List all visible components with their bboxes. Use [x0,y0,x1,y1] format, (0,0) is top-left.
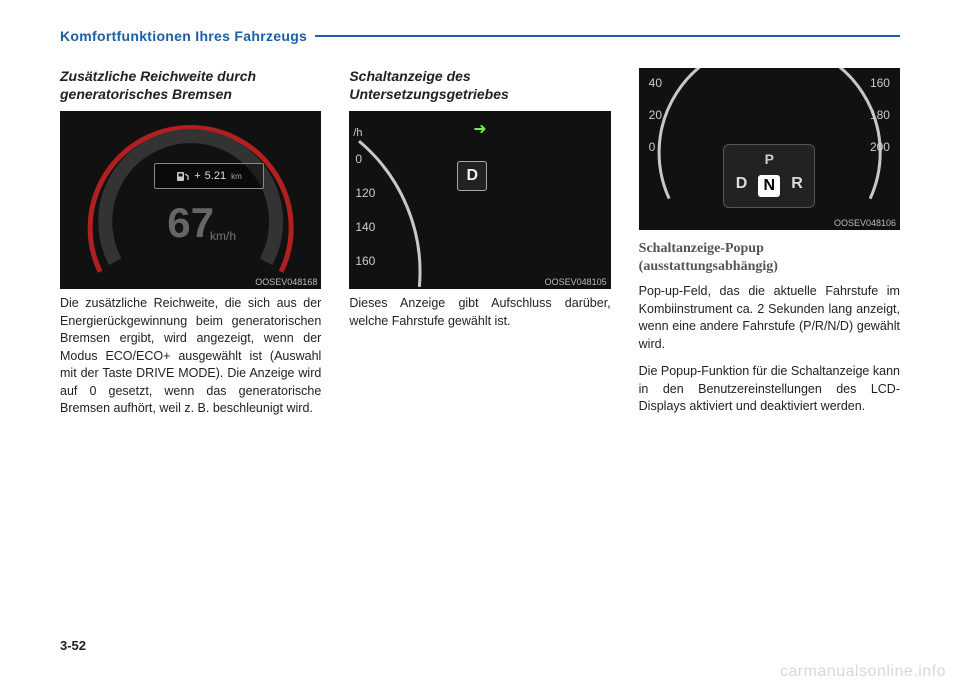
page-header: Komfortfunktionen Ihres Fahrzeugs [60,28,900,44]
col3-subtitle: Schaltanzeige-Popup (ausstattungsabhängi… [639,240,900,275]
img-code-1: OOSEV048168 [255,277,317,287]
tick: 200 [870,140,890,154]
col1-body: Die zusätzliche Reichweite, die sich aus… [60,295,321,418]
tick: 160 [355,247,375,275]
gear-row: D N R [724,175,814,197]
tick: 180 [355,281,375,289]
header-title: Komfortfunktionen Ihres Fahrzeugs [60,28,307,44]
gauge-speed-unit: km/h [210,229,236,243]
gauge-shift-unit: /h [353,127,362,139]
gauge-shift-arc [349,111,610,289]
watermark: carmanualsonline.info [780,663,946,681]
column-3: 40 20 0 160 180 200 P D N R O [639,68,900,418]
col3-body1: Pop-up-Feld, das die aktuelle Fahrstufe … [639,283,900,353]
tick: 20 [649,108,662,122]
gauge-shift-ticks: 0 120 140 160 180 [355,145,375,289]
regen-unit: km [231,172,242,181]
gear-r: R [791,175,803,197]
gear-p: P [724,151,814,167]
gauge-prnd: 40 20 0 160 180 200 P D N R O [639,68,900,230]
tick: 160 [870,76,890,90]
gauge-shift: ➜ /h 0 120 140 160 180 D OOSEV048105 [349,111,610,289]
tick: 0 [355,145,375,173]
gear-n-selected: N [758,175,780,197]
tick: 140 [355,213,375,241]
page: Komfortfunktionen Ihres Fahrzeugs Zusätz… [0,0,960,438]
fuel-icon [176,170,190,182]
regen-plus: + [194,170,200,182]
ticks-left: 40 20 0 [649,76,662,172]
columns: Zusätzliche Reichweite durch generatoris… [60,68,900,418]
regen-badge: + 5.21 km [154,163,264,189]
tick: 0 [649,140,662,154]
regen-value: 5.21 [205,170,226,182]
gear-d: D [736,175,748,197]
column-1: Zusätzliche Reichweite durch generatoris… [60,68,321,418]
prnd-popup: P D N R [723,144,815,208]
gear-indicator: D [457,161,487,191]
col3-body2: Die Popup-Funktion für die Schaltanzeige… [639,363,900,416]
header-rule [315,35,900,37]
tick: 120 [355,179,375,207]
page-number: 3-52 [60,638,86,653]
gauge-speed: 67 [60,199,321,247]
col2-title: Schaltanzeige des Untersetzungsgetriebes [349,68,610,103]
ticks-right: 160 180 200 [870,76,890,172]
gauge-regen: + 5.21 km 67 km/h OOSEV048168 [60,111,321,289]
tick: 180 [870,108,890,122]
img-code-3: OOSEV048106 [834,218,896,228]
col1-title: Zusätzliche Reichweite durch generatoris… [60,68,321,103]
col2-body: Dieses Anzeige gibt Aufschluss darüber, … [349,295,610,330]
tick: 40 [649,76,662,90]
column-2: Schaltanzeige des Untersetzungsgetriebes… [349,68,610,418]
img-code-2: OOSEV048105 [545,277,607,287]
